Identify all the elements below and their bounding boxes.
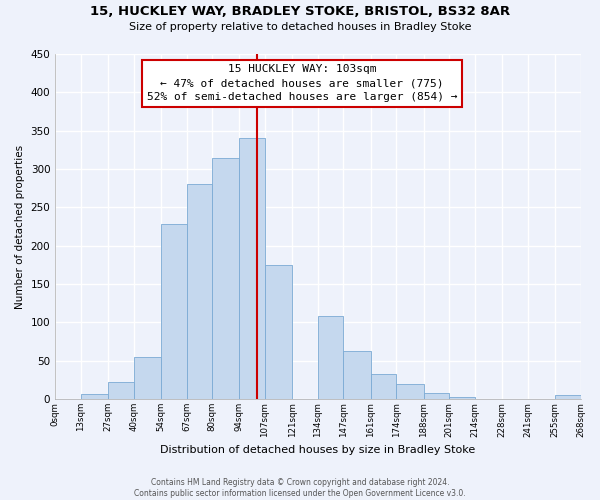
Text: Size of property relative to detached houses in Bradley Stoke: Size of property relative to detached ho… bbox=[129, 22, 471, 32]
Y-axis label: Number of detached properties: Number of detached properties bbox=[15, 144, 25, 308]
Bar bbox=[265, 265, 292, 399]
Bar bbox=[343, 352, 371, 399]
Bar bbox=[80, 394, 108, 399]
Bar bbox=[449, 396, 475, 399]
Bar bbox=[108, 382, 134, 399]
Bar bbox=[134, 357, 161, 399]
Bar bbox=[318, 316, 343, 399]
Bar bbox=[555, 395, 581, 399]
Bar bbox=[396, 384, 424, 399]
Text: 15 HUCKLEY WAY: 103sqm
← 47% of detached houses are smaller (775)
52% of semi-de: 15 HUCKLEY WAY: 103sqm ← 47% of detached… bbox=[147, 64, 457, 102]
Text: 15, HUCKLEY WAY, BRADLEY STOKE, BRISTOL, BS32 8AR: 15, HUCKLEY WAY, BRADLEY STOKE, BRISTOL,… bbox=[90, 5, 510, 18]
Bar bbox=[161, 224, 187, 399]
Bar bbox=[371, 374, 396, 399]
Bar bbox=[212, 158, 239, 399]
Bar bbox=[424, 393, 449, 399]
Bar bbox=[187, 184, 212, 399]
X-axis label: Distribution of detached houses by size in Bradley Stoke: Distribution of detached houses by size … bbox=[160, 445, 475, 455]
Bar bbox=[239, 138, 265, 399]
Text: Contains HM Land Registry data © Crown copyright and database right 2024.
Contai: Contains HM Land Registry data © Crown c… bbox=[134, 478, 466, 498]
